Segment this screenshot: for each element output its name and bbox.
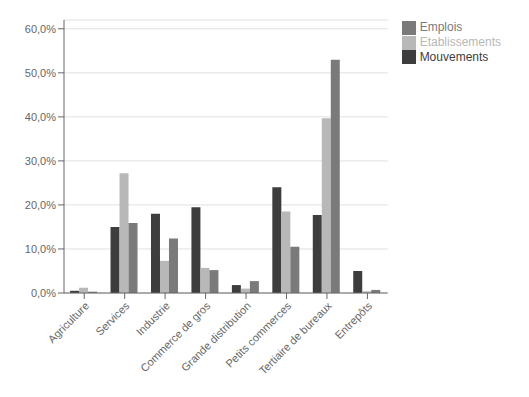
html-text:Mouvements: Mouvements [419,49,489,64]
svg-text:Petits commerces: Petits commerces [223,299,294,370]
svg-text:Services: Services [93,299,132,338]
svg-text:60,0%: 60,0% [25,23,56,35]
svg-text:0,0%: 0,0% [31,287,56,299]
svg-text:Agriculture: Agriculture [45,299,91,345]
svg-text:Industrie: Industrie [134,299,172,337]
svg-text:20,0%: 20,0% [25,199,56,211]
html-text:Etablissements: Etablissements [419,34,501,49]
svg-text:40,0%: 40,0% [25,111,56,123]
svg-text:Grande distribution: Grande distribution [179,299,253,373]
svg-text:Commerce de gros: Commerce de gros [138,299,213,374]
svg-text:50,0%: 50,0% [25,67,56,79]
html-text:Emplois: Emplois [419,20,463,34]
svg-text:10,0%: 10,0% [25,243,56,255]
svg-text:Entrepôts: Entrepôts [333,299,375,341]
svg-text:30,0%: 30,0% [25,155,56,167]
svg-text:Tertiaire de bureaux: Tertiaire de bureaux [257,299,335,377]
